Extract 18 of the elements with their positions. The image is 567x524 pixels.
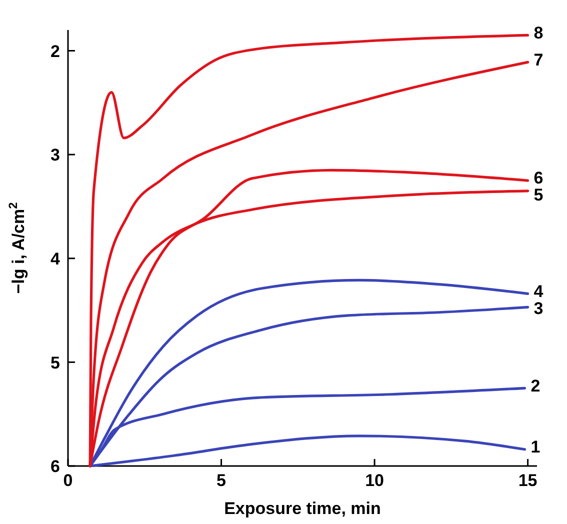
y-tick-label: 3 [50,146,60,165]
y-tick-label: 5 [50,353,60,372]
x-tick-label: 0 [63,471,73,490]
series-label: 8 [534,23,544,42]
series-label: 5 [534,186,544,205]
series-label: 4 [534,282,544,301]
y-tick-label: 6 [50,457,60,476]
x-tick-label: 10 [365,471,384,490]
series-label: 7 [534,50,544,70]
y-tick-label: 4 [50,250,61,268]
y-tick-label: 2 [50,42,60,61]
x-tick-label: 15 [518,471,538,490]
series-label: 2 [530,376,540,396]
x-tick-label: 5 [216,471,226,490]
x-axis-title: Exposure time, min [224,499,381,518]
series-label: 1 [530,438,540,457]
series-label: 6 [534,168,544,188]
series-label: 3 [534,298,544,318]
